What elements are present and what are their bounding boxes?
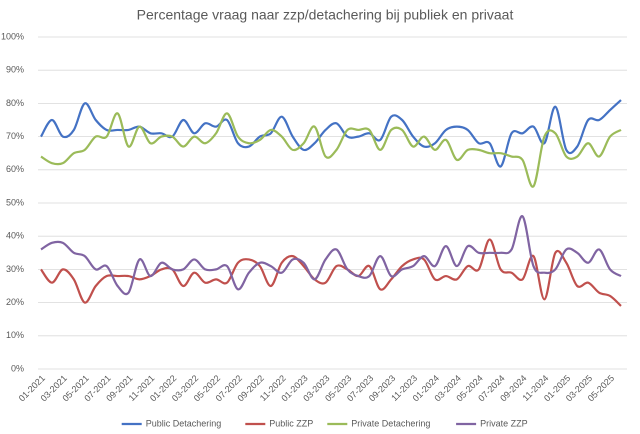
legend-label: Private Detachering <box>351 418 430 428</box>
series-line <box>40 215 622 296</box>
y-tick-label: 0% <box>11 363 24 373</box>
legend-label: Public ZZP <box>269 418 313 428</box>
y-tick-label: 20% <box>6 297 24 307</box>
legend-label: Private ZZP <box>480 418 528 428</box>
y-tick-label: 10% <box>6 330 24 340</box>
chart-title: Percentage vraag naar zzp/detachering bi… <box>137 7 514 23</box>
y-tick-label: 30% <box>6 264 24 274</box>
y-tick-label: 50% <box>6 197 24 207</box>
y-tick-label: 60% <box>6 164 24 174</box>
y-tick-label: 70% <box>6 131 24 141</box>
y-tick-label: 40% <box>6 231 24 241</box>
series-line <box>40 112 622 188</box>
series-line <box>40 238 622 307</box>
legend-label: Public Detachering <box>146 418 222 428</box>
y-tick-label: 100% <box>1 31 24 41</box>
y-tick-label: 80% <box>6 98 24 108</box>
y-tick-label: 90% <box>6 65 24 75</box>
